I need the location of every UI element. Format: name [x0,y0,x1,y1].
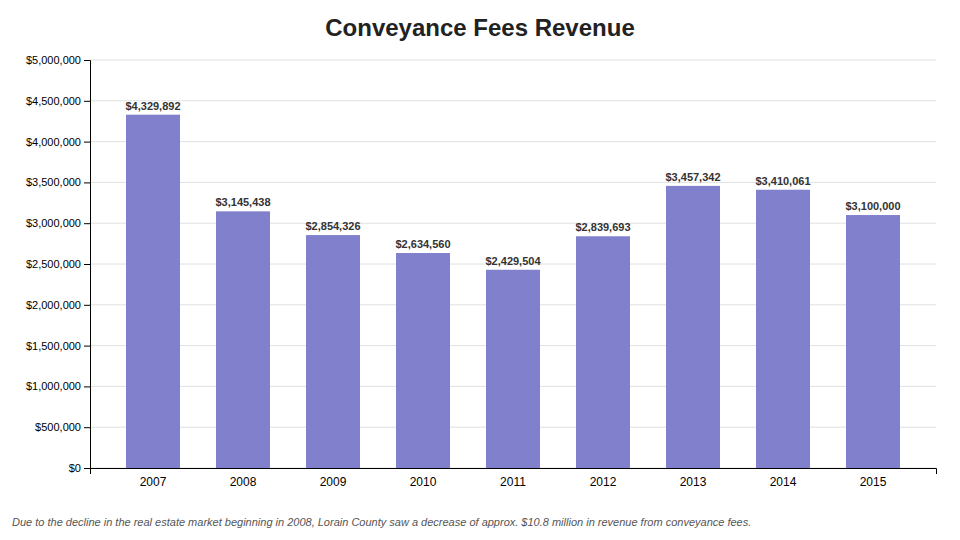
tick: $3,500,000 [26,176,90,188]
tick-label: 2015 [860,475,887,489]
tick-label: $4,000,000 [26,136,81,148]
bars [126,115,900,468]
tick: 2011 [500,475,526,489]
tick-label: $2,000,000 [26,299,81,311]
x-axis: 2007 2008 2009 2010 2011 2012 2013 2014 2015 [91,469,937,489]
tick-mark [84,264,90,265]
bar [846,215,900,468]
chart: $0 $500,000 $1,000,000 $1,500,000 $2,000,000… [0,0,960,540]
data-label: $2,634,560 [395,238,450,250]
tick: $4,500,000 [26,95,90,107]
tick-mark [84,60,90,61]
tick-mark [84,386,90,387]
tick: 2012 [590,475,617,489]
tick: $3,000,000 [26,217,90,229]
tick-label: $5,000,000 [26,54,81,66]
tick-mark [84,305,90,306]
tick-mark [84,101,90,102]
tick-label: 2009 [320,475,347,489]
bar [756,190,810,468]
tick: $2,500,000 [26,258,90,270]
bar [126,115,180,468]
tick-mark [84,346,90,347]
tick: 2013 [680,475,707,489]
tick-mark [84,142,90,143]
bar [576,236,630,468]
y-axis: $0 $500,000 $1,000,000 $1,500,000 $2,000,000… [26,54,91,474]
bar [306,235,360,468]
data-label: $3,457,342 [665,171,720,183]
bar [486,270,540,468]
data-label: $3,100,000 [845,200,900,212]
data-labels: $4,329,892 $3,145,438 $2,854,326 $2,634,560… [125,100,900,267]
tick-label: 2007 [140,475,167,489]
tick-label: $1,000,000 [26,380,81,392]
tick: 2015 [860,475,887,489]
bar [396,253,450,468]
tick-label: 2008 [230,475,257,489]
axis-line [84,61,91,469]
tick-mark [84,182,90,183]
bar [216,211,270,468]
tick: $4,000,000 [26,136,90,148]
tick-label: 2013 [680,475,707,489]
tick-label: 2010 [410,475,437,489]
plot: $0 $500,000 $1,000,000 $1,500,000 $2,000,000… [26,54,937,489]
tick-label: $2,500,000 [26,258,81,270]
data-label: $2,854,326 [305,220,360,232]
tick: $1,500,000 [26,340,90,352]
tick: 2007 [140,475,167,489]
bar [666,186,720,468]
data-label: $3,145,438 [215,196,270,208]
tick-label: $3,000,000 [26,217,81,229]
tick-label: $0 [69,462,81,474]
tick-mark [84,468,90,469]
tick: 2014 [770,475,797,489]
tick-mark [84,223,90,224]
tick-label: 2012 [590,475,617,489]
grid-line [90,100,936,101]
tick: $500,000 [35,421,90,433]
grid [90,60,936,468]
tick: 2008 [230,475,257,489]
footnote: Due to the decline in the real estate ma… [12,516,751,528]
tick-label: $4,500,000 [26,95,81,107]
data-label: $2,839,693 [575,221,630,233]
data-label: $4,329,892 [125,100,180,112]
tick: $0 [69,462,90,474]
annotations: Due to the decline in the real estate ma… [12,516,751,528]
axis-line [91,469,937,475]
tick-label: $500,000 [35,421,81,433]
tick-mark [84,427,90,428]
tick-label: $1,500,000 [26,340,81,352]
tick: 2009 [320,475,347,489]
tick-label: $3,500,000 [26,176,81,188]
tick: $1,000,000 [26,380,90,392]
title: Conveyance Fees Revenue [325,14,634,41]
grid-line [90,60,936,61]
grid-line [90,141,936,142]
data-label: $3,410,061 [755,175,810,187]
tick: $5,000,000 [26,54,90,66]
data-label: $2,429,504 [485,255,541,267]
tick-label: 2011 [500,475,526,489]
tick: $2,000,000 [26,299,90,311]
tick: 2010 [410,475,437,489]
tick-label: 2014 [770,475,797,489]
